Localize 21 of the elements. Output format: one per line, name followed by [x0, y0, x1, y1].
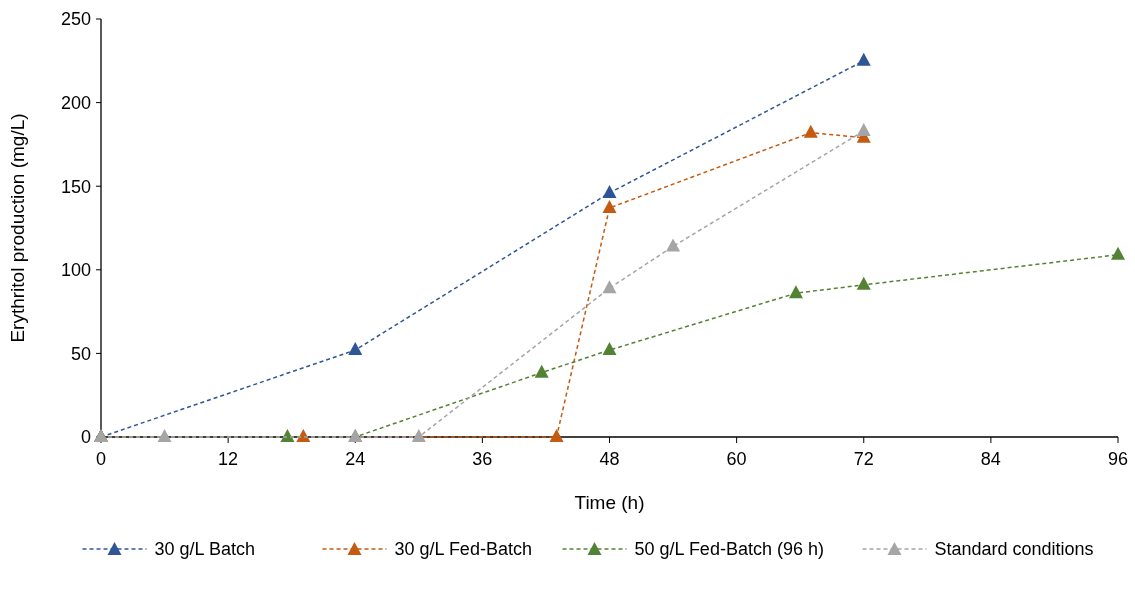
- y-tick-label: 0: [80, 427, 91, 448]
- x-tick-label: 48: [599, 449, 620, 469]
- x-tick-label: 84: [980, 449, 1001, 469]
- x-tick-label: 60: [726, 449, 747, 469]
- x-axis-title: Time (h): [574, 492, 645, 513]
- y-tick-label: 200: [60, 92, 91, 113]
- x-tick-label: 96: [1107, 449, 1129, 469]
- y-tick-label: 150: [60, 176, 91, 197]
- y-tick-label: 50: [70, 343, 91, 364]
- x-tick-label: 36: [472, 449, 493, 469]
- legend-label: 30 g/L Batch: [154, 539, 255, 560]
- y-axis-title: Erythritol production (mg/L): [7, 113, 28, 343]
- legend-label: 30 g/L Fed-Batch: [394, 539, 532, 560]
- x-tick-label: 12: [218, 449, 239, 469]
- x-tick-label: 0: [95, 449, 107, 469]
- y-tick-label: 250: [60, 9, 91, 30]
- x-tick-label: 72: [853, 449, 874, 469]
- y-tick-label: 100: [60, 260, 91, 281]
- legend-label: Standard conditions: [934, 539, 1094, 560]
- x-tick-label: 24: [345, 449, 366, 469]
- legend-label: 50 g/L Fed-Batch (96 h): [634, 539, 824, 560]
